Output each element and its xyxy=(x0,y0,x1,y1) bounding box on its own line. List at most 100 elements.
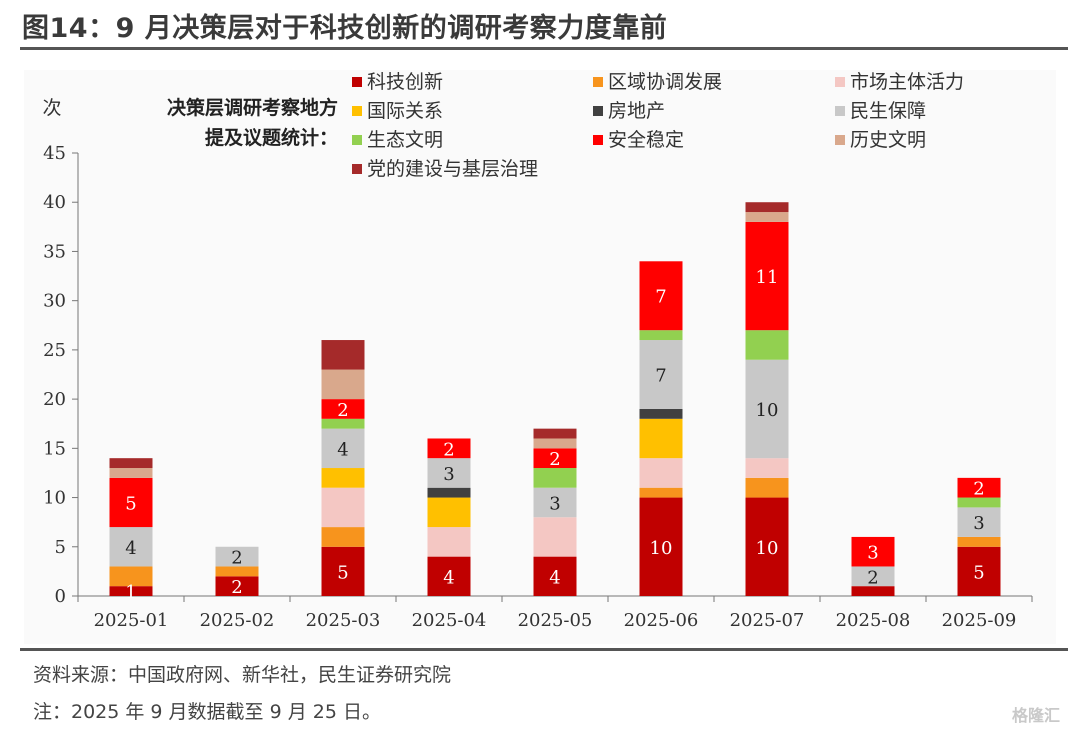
bar-segment xyxy=(321,428,365,469)
data-label: 5 xyxy=(973,562,984,583)
bar-segment xyxy=(427,556,471,596)
bar-segment xyxy=(851,566,895,587)
y-tick-label: 20 xyxy=(43,389,66,410)
data-label: 3 xyxy=(867,543,878,564)
bar-segment xyxy=(639,330,683,341)
bar-segment xyxy=(533,468,577,488)
data-labels: 1 4 5 2 2 5 4 2 4 3 2 4 3 2 10 7 7 10 10 11 2 3 5 3 2 xyxy=(125,267,984,603)
data-label: 5 xyxy=(125,493,136,514)
x-tick-label: 2025-06 xyxy=(624,610,699,631)
legend-label: 生态文明 xyxy=(367,129,443,151)
legend-swatch xyxy=(352,135,362,145)
y-tick-label: 45 xyxy=(43,143,66,164)
y-tick-label: 35 xyxy=(43,241,66,262)
source-note: 资料来源：中国政府网、新华社，民生证券研究院 xyxy=(33,664,452,686)
bar-segment xyxy=(109,586,153,596)
bar-segment xyxy=(109,458,153,469)
data-label: 7 xyxy=(655,366,666,387)
bar-segment xyxy=(745,330,789,360)
bar-segment xyxy=(321,546,365,596)
data-label: 7 xyxy=(655,287,666,308)
bar-segment xyxy=(427,527,471,557)
data-label: 10 xyxy=(756,400,779,421)
data-label: 4 xyxy=(549,567,560,588)
data-label: 3 xyxy=(549,493,560,514)
bar-segment xyxy=(957,507,1001,537)
bar-segment xyxy=(533,448,577,469)
footer-rule xyxy=(20,648,1068,651)
bar-segment xyxy=(957,477,1001,498)
legend-label: 科技创新 xyxy=(367,71,443,93)
data-label: 1 xyxy=(125,582,136,603)
bar-segment xyxy=(109,477,153,528)
bar-segment xyxy=(745,497,789,596)
bar-segment xyxy=(215,566,259,577)
bar-segment xyxy=(321,399,365,419)
bar-segment xyxy=(321,369,365,400)
bar-segment xyxy=(957,536,1001,547)
bar-segment xyxy=(745,212,789,222)
legend-swatch xyxy=(352,164,362,174)
bar-segment xyxy=(745,359,789,459)
legend-swatch xyxy=(352,77,362,87)
data-label: 5 xyxy=(337,562,348,583)
data-label: 4 xyxy=(443,567,454,588)
bar-segment xyxy=(533,556,577,596)
legend-swatch xyxy=(593,77,603,87)
bar-segment xyxy=(427,438,471,459)
x-tick-label: 2025-04 xyxy=(412,610,487,631)
data-label: 2 xyxy=(973,479,984,500)
bar-segment xyxy=(639,487,683,498)
bar-segment xyxy=(109,468,153,478)
bar-segment xyxy=(215,546,259,567)
panel-label-line: 提及议题统计： xyxy=(205,126,338,149)
bar-segment xyxy=(745,477,789,498)
legend-label: 国际关系 xyxy=(367,100,443,122)
bar-segment xyxy=(851,586,895,596)
bar-segment xyxy=(533,517,577,557)
data-label: 2 xyxy=(443,439,454,460)
bar-segment xyxy=(215,576,259,596)
bar-segment xyxy=(639,340,683,409)
bar-segment xyxy=(745,458,789,478)
x-tick-label: 2025-09 xyxy=(942,610,1017,631)
legend-label: 民生保障 xyxy=(850,100,926,122)
bar-segment xyxy=(639,497,683,596)
bar-segment xyxy=(109,566,153,587)
y-tick-label: 30 xyxy=(43,291,66,312)
bar-segment xyxy=(321,340,365,370)
y-tick-label: 40 xyxy=(43,192,66,213)
bar-segment xyxy=(427,458,471,488)
legend-swatch xyxy=(593,106,603,116)
legend-label: 房地产 xyxy=(608,100,665,122)
bar-segment xyxy=(639,261,683,331)
legend-label: 区域协调发展 xyxy=(608,71,722,93)
data-label: 3 xyxy=(443,464,454,485)
date-note: 注：2025 年 9 月数据截至 9 月 25 日。 xyxy=(33,701,381,723)
bar-segment xyxy=(957,546,1001,596)
bar-segment xyxy=(533,487,577,518)
bar-segment xyxy=(745,202,789,213)
panel-label-line: 决策层调研考察地方 xyxy=(167,96,338,119)
bar-segment xyxy=(639,408,683,419)
data-label: 2 xyxy=(337,400,348,421)
bar-segment xyxy=(321,527,365,547)
bar-segment xyxy=(745,221,789,331)
y-tick-label: 0 xyxy=(55,586,66,607)
data-label: 4 xyxy=(337,439,348,460)
data-label: 2 xyxy=(231,577,242,598)
bar-segment xyxy=(639,418,683,459)
legend-swatch xyxy=(835,135,845,145)
data-label: 2 xyxy=(231,548,242,569)
x-tick-label: 2025-03 xyxy=(306,610,381,631)
y-tick-label: 10 xyxy=(43,488,66,509)
title-rule xyxy=(20,47,1068,50)
bar-segment xyxy=(321,418,365,429)
legend-swatch xyxy=(352,106,362,116)
data-label: 3 xyxy=(973,513,984,534)
data-label: 4 xyxy=(125,538,136,559)
x-tick-label: 2025-02 xyxy=(200,610,275,631)
figure-title: 图14：9 月决策层对于科技创新的调研考察力度靠前 xyxy=(22,13,668,44)
